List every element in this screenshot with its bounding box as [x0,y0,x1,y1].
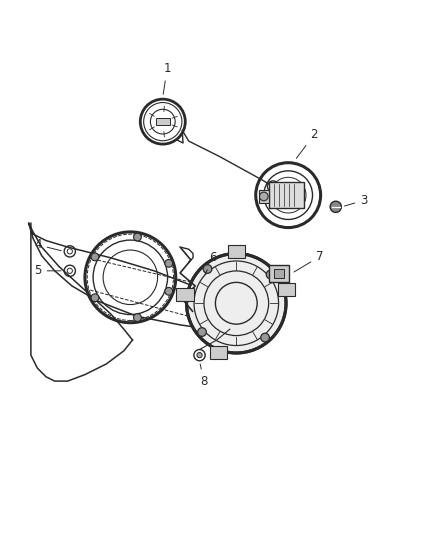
Text: 6: 6 [205,252,216,275]
Circle shape [261,333,269,342]
Bar [274,269,284,278]
Circle shape [165,260,173,267]
Circle shape [187,254,286,353]
FancyBboxPatch shape [210,346,227,359]
Text: 7: 7 [294,250,324,272]
Bar [268,182,304,208]
Bar [269,265,290,281]
FancyBboxPatch shape [228,245,245,257]
Circle shape [259,192,268,201]
Circle shape [134,233,141,241]
FancyBboxPatch shape [176,288,194,301]
FancyBboxPatch shape [156,118,170,125]
Circle shape [330,201,341,213]
Circle shape [197,352,202,358]
Text: 2: 2 [297,128,318,158]
Circle shape [134,313,141,321]
Circle shape [198,328,206,336]
Circle shape [266,270,275,279]
Text: 5: 5 [34,264,61,277]
Text: 4: 4 [34,238,61,252]
Circle shape [165,287,173,295]
Circle shape [91,294,99,302]
Text: 8: 8 [200,364,208,387]
Circle shape [91,253,99,261]
Bar [259,190,268,203]
Text: 1: 1 [163,62,171,94]
FancyBboxPatch shape [278,283,295,296]
Text: 3: 3 [344,194,367,207]
Circle shape [203,265,212,273]
